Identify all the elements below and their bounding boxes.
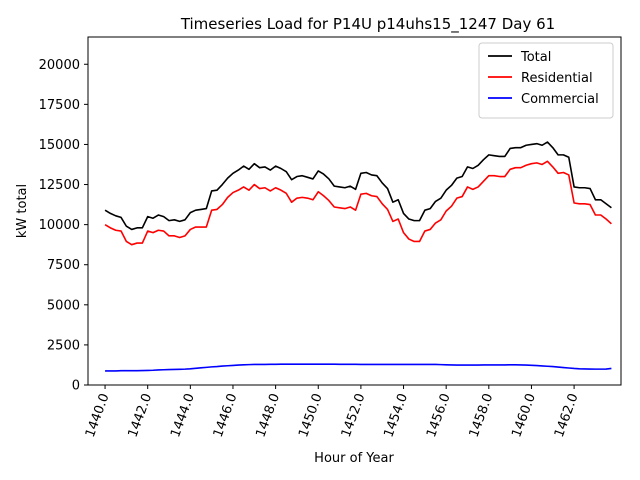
legend: Total Residential Commercial (478, 42, 614, 119)
legend-label-commercial: Commercial (521, 92, 599, 107)
y-tick-label: 10000 (39, 218, 80, 233)
y-tick-label: 5000 (47, 298, 80, 313)
y-tick-label: 0 (72, 379, 80, 394)
y-tick-label: 15000 (39, 138, 80, 153)
series-line-total (104, 141, 612, 231)
y-tick-label: 20000 (39, 58, 80, 73)
y-tick-label: 12500 (39, 178, 80, 193)
y-tick-label: 7500 (47, 258, 80, 273)
x-axis-label: Hour of Year (314, 451, 394, 466)
legend-box (478, 42, 614, 119)
series-line-commercial (105, 363, 612, 372)
legend-label-total: Total (520, 50, 551, 65)
legend-label-residential: Residential (521, 71, 593, 86)
plot-area (104, 141, 612, 372)
y-tick-label: 17500 (39, 98, 80, 113)
y-axis-label: kW total (15, 184, 30, 238)
chart-title: Timeseries Load for P14U p14uhs15_1247 D… (180, 15, 555, 34)
y-tick-label: 2500 (47, 338, 80, 353)
series-line-residential (104, 160, 612, 246)
y-axis: 0 2500 5000 7500 10000 12500 15000 17500 20000 (39, 58, 88, 394)
plot-frame (87, 36, 622, 386)
